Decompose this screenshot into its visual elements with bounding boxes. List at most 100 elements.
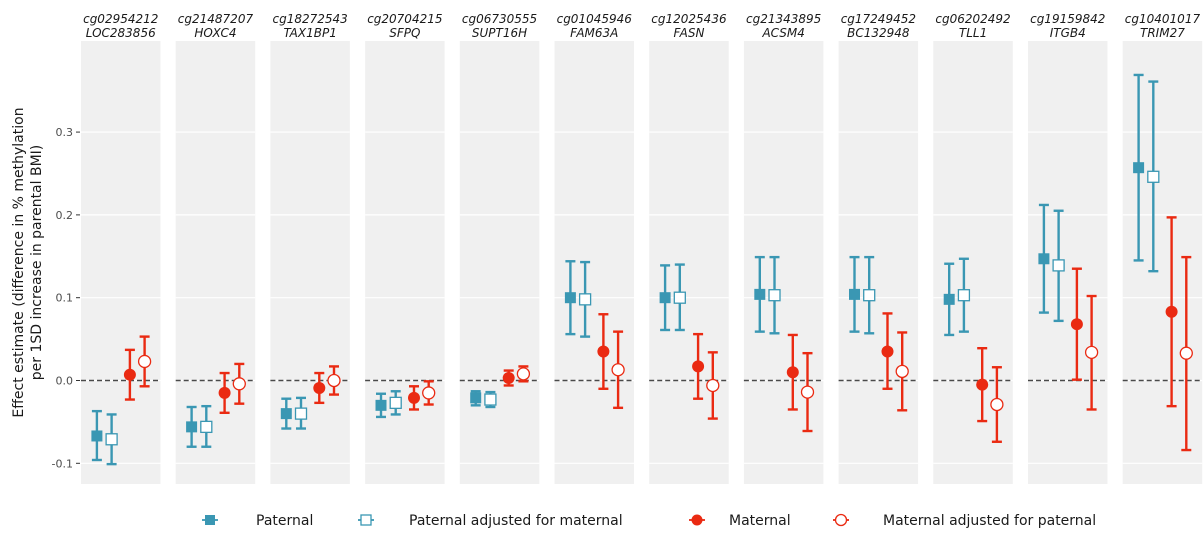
facet-background [81, 41, 161, 484]
marker-circle [612, 364, 624, 376]
y-axis: -0.1 0.0 0.1 0.2 0.3 [52, 126, 80, 470]
marker-square [201, 421, 212, 432]
marker-circle [1071, 318, 1083, 330]
y-tick-label: -0.1 [52, 457, 73, 470]
facet-gene-label: FASN [673, 26, 704, 40]
facet-background [933, 41, 1013, 484]
facet-cpg-label: cg19159842 [1030, 12, 1105, 26]
point-paternal-adj [485, 392, 496, 407]
marker-square [106, 434, 117, 445]
facet-cpg-label: cg02954212 [83, 12, 158, 26]
marker-circle [692, 360, 704, 372]
legend-label: Paternal [256, 513, 313, 529]
marker-circle [1166, 306, 1178, 318]
legend-label: Maternal adjusted for paternal [883, 513, 1096, 529]
marker-circle [219, 387, 231, 399]
y-axis-title-line: Effect estimate (difference in % methyla… [11, 107, 27, 417]
facet-gene-label: ITGB4 [1050, 26, 1086, 40]
facet-background [555, 41, 635, 484]
facet-sfpq: cg20704215SFPQ [365, 12, 445, 484]
marker-circle [423, 387, 435, 399]
facet-gene-label: ACSM4 [761, 26, 804, 40]
legend-item-paternal-adj: Paternal adjusted for maternal [358, 513, 623, 529]
facet-cpg-label: cg01045946 [557, 12, 633, 26]
facet-cpg-label: cg21343895 [746, 12, 821, 26]
facet-gene-label: HOXC4 [194, 26, 236, 40]
facet-cpg-label: cg10401017 [1125, 12, 1201, 26]
marker-square [754, 289, 765, 300]
marker-square [660, 292, 671, 303]
marker-circle [991, 399, 1003, 411]
legend-label: Maternal [729, 513, 791, 529]
facet-fasn: cg12025436FASN [649, 12, 729, 484]
facet-fam63a: cg01045946FAM63A [555, 12, 635, 484]
legend-item-maternal-adj: Maternal adjusted for paternal [833, 513, 1096, 529]
y-tick-label: 0.2 [56, 209, 74, 222]
marker-circle [124, 369, 136, 381]
marker-square [565, 292, 576, 303]
facet-cpg-label: cg17249452 [841, 12, 916, 26]
marker-circle [233, 378, 245, 390]
marker-square [186, 421, 197, 432]
marker-square [91, 430, 102, 441]
marker-circle [503, 372, 515, 384]
facet-gene-label: SFPQ [389, 26, 420, 40]
facet-cpg-label: cg06730555 [462, 12, 537, 26]
facet-gene-label: TAX1BP1 [283, 26, 336, 40]
legend-label: Paternal adjusted for maternal [409, 513, 623, 529]
marker-square [485, 394, 496, 405]
marker-square [580, 294, 591, 305]
marker-square [849, 289, 860, 300]
marker-square [376, 400, 387, 411]
facet-loc283856: cg02954212LOC283856 [81, 12, 161, 484]
legend-marker-circle [836, 515, 847, 526]
marker-circle [881, 346, 893, 358]
facet-gene-label: BC132948 [847, 26, 910, 40]
marker-square [674, 292, 685, 303]
legend-marker-square [361, 515, 371, 525]
y-tick-label: 0.1 [56, 292, 74, 305]
facet-gene-label: TLL1 [959, 26, 987, 40]
facet-background [176, 41, 256, 484]
facet-cpg-label: cg21487207 [178, 12, 254, 26]
facet-gene-label: FAM63A [570, 26, 618, 40]
marker-circle [597, 346, 609, 358]
marker-circle [408, 392, 420, 404]
marker-circle [787, 366, 799, 378]
marker-circle [1180, 347, 1192, 359]
facet-background [744, 41, 824, 484]
marker-square [864, 290, 875, 301]
y-tick-label: 0.0 [56, 374, 74, 387]
marker-square [296, 408, 307, 419]
marker-square [1133, 162, 1144, 173]
facet-gene-label: SUPT16H [472, 26, 527, 40]
y-axis-title-line: per 1SD increase in parental BMI) [29, 145, 45, 380]
point-paternal [470, 391, 481, 405]
legend-item-paternal: Paternal [202, 513, 313, 529]
facet-cpg-label: cg20704215 [367, 12, 442, 26]
marker-square [470, 392, 481, 403]
marker-circle [802, 386, 814, 398]
marker-circle [139, 355, 151, 367]
facet-supt16h: cg06730555SUPT16H [460, 12, 540, 484]
facet-background [1123, 41, 1203, 484]
facet-bc132948: cg17249452BC132948 [839, 12, 919, 484]
facet-gene-label: LOC283856 [86, 26, 156, 40]
facet-cpg-label: cg12025436 [651, 12, 727, 26]
marker-circle [1086, 346, 1098, 358]
facet-cpg-label: cg06202492 [935, 12, 1010, 26]
marker-circle [976, 379, 988, 391]
marker-circle [707, 379, 719, 391]
marker-square [390, 397, 401, 408]
legend: Paternal Paternal adjusted for maternal Ma… [202, 513, 1096, 529]
legend-item-maternal: Maternal [689, 513, 791, 529]
facet-background [839, 41, 919, 484]
